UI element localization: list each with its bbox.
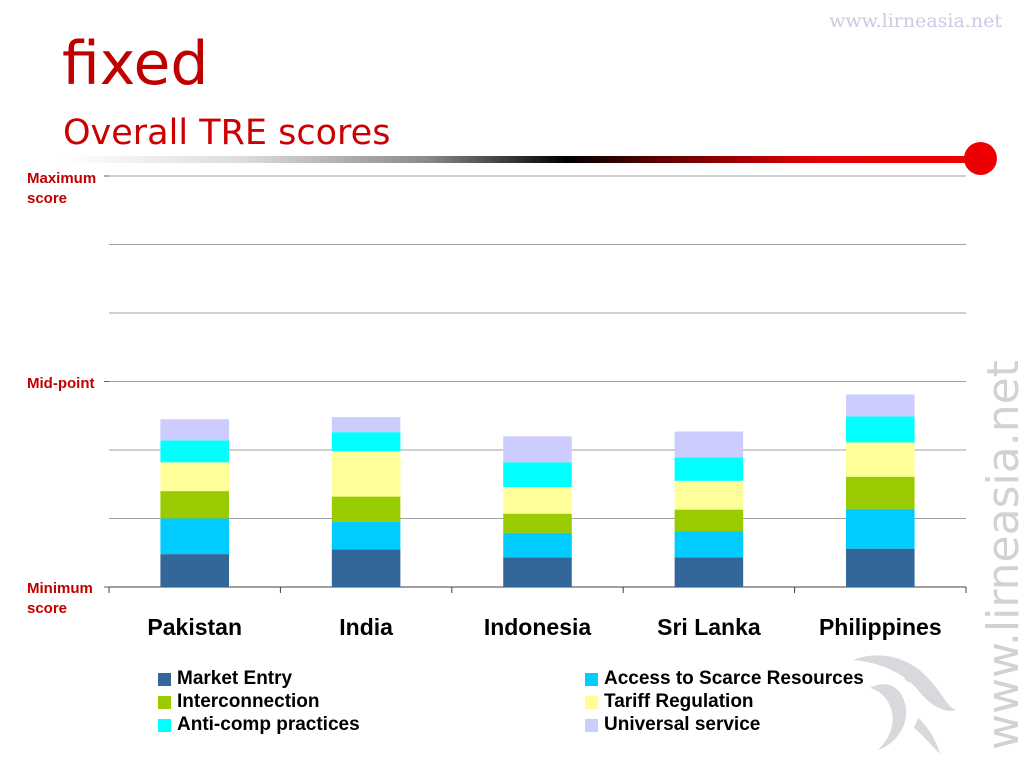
legend-swatch: [585, 695, 598, 709]
bar-segment: [160, 419, 229, 441]
legend-label: Access to Scarce Resources: [604, 668, 864, 689]
bar-segment: [503, 513, 572, 533]
bar-segment: [331, 496, 401, 522]
legend-label: Anti-comp practices: [177, 714, 360, 735]
bar-segment: [846, 508, 915, 549]
bar-segment: [846, 442, 915, 477]
legend-item: Interconnection: [158, 691, 320, 713]
bar-segment: [846, 476, 915, 509]
bar-segment: [160, 440, 229, 463]
title-rule-dot: [964, 142, 997, 175]
bar-segment: [503, 532, 572, 558]
bar-segment: [674, 557, 744, 587]
site-url-top: www.lirneasia.net: [829, 10, 1002, 32]
legend-label: Interconnection: [177, 691, 320, 712]
bar-segment: [160, 491, 229, 519]
bar-segment: [674, 457, 744, 481]
slide-subtitle: Overall TRE scores: [63, 113, 391, 153]
legend-swatch: [158, 695, 171, 709]
legend-label: Tariff Regulation: [604, 691, 754, 712]
bar-segment: [503, 486, 572, 514]
bar-segment: [674, 509, 744, 532]
bar-segment: [331, 549, 401, 587]
legend-swatch: [158, 672, 171, 686]
legend-item: Market Entry: [158, 668, 292, 690]
bar-segment: [846, 548, 915, 587]
bar-segment: [160, 462, 229, 492]
legend-item: Universal service: [585, 714, 760, 736]
bar-segment: [331, 451, 401, 497]
legend-swatch: [158, 718, 171, 732]
vertical-watermark: www.lirneasia.net: [978, 360, 1024, 750]
bar-segment: [503, 557, 572, 587]
bar-segment: [331, 432, 401, 452]
bar-segment: [674, 531, 744, 558]
bar-segment: [503, 436, 572, 463]
bar-segment: [331, 521, 401, 550]
legend-item: Access to Scarce Resources: [585, 668, 864, 690]
legend-item: Anti-comp practices: [158, 714, 360, 736]
legend-swatch: [585, 718, 598, 732]
bar-segment: [160, 518, 229, 555]
x-tick-label: Indonesia: [484, 614, 592, 640]
slide-title: fixed: [62, 29, 209, 99]
bar-segment: [503, 462, 572, 487]
bar-segment: [674, 431, 744, 458]
bar-segment: [846, 394, 915, 417]
y-label-minimum: Minimum score: [27, 580, 93, 617]
bar-segment: [160, 554, 229, 587]
x-tick-label: Pakistan: [147, 614, 242, 640]
x-tick-label: Sri Lanka: [657, 614, 761, 640]
bar-segment: [846, 416, 915, 443]
y-label-maximum: Maximum score: [27, 170, 97, 207]
title-rule-bar: [60, 156, 980, 163]
x-tick-label: India: [339, 614, 393, 640]
lirneasia-logo-icon: [853, 655, 956, 754]
legend-swatch: [585, 672, 598, 686]
legend-item: Tariff Regulation: [585, 691, 754, 713]
legend-label: Market Entry: [177, 668, 293, 689]
bar-segment: [331, 417, 401, 433]
legend-label: Universal service: [604, 714, 761, 735]
bar-segment: [674, 480, 744, 510]
x-tick-label: Philippines: [819, 614, 942, 640]
y-label-midpoint: Mid-point: [27, 375, 95, 392]
